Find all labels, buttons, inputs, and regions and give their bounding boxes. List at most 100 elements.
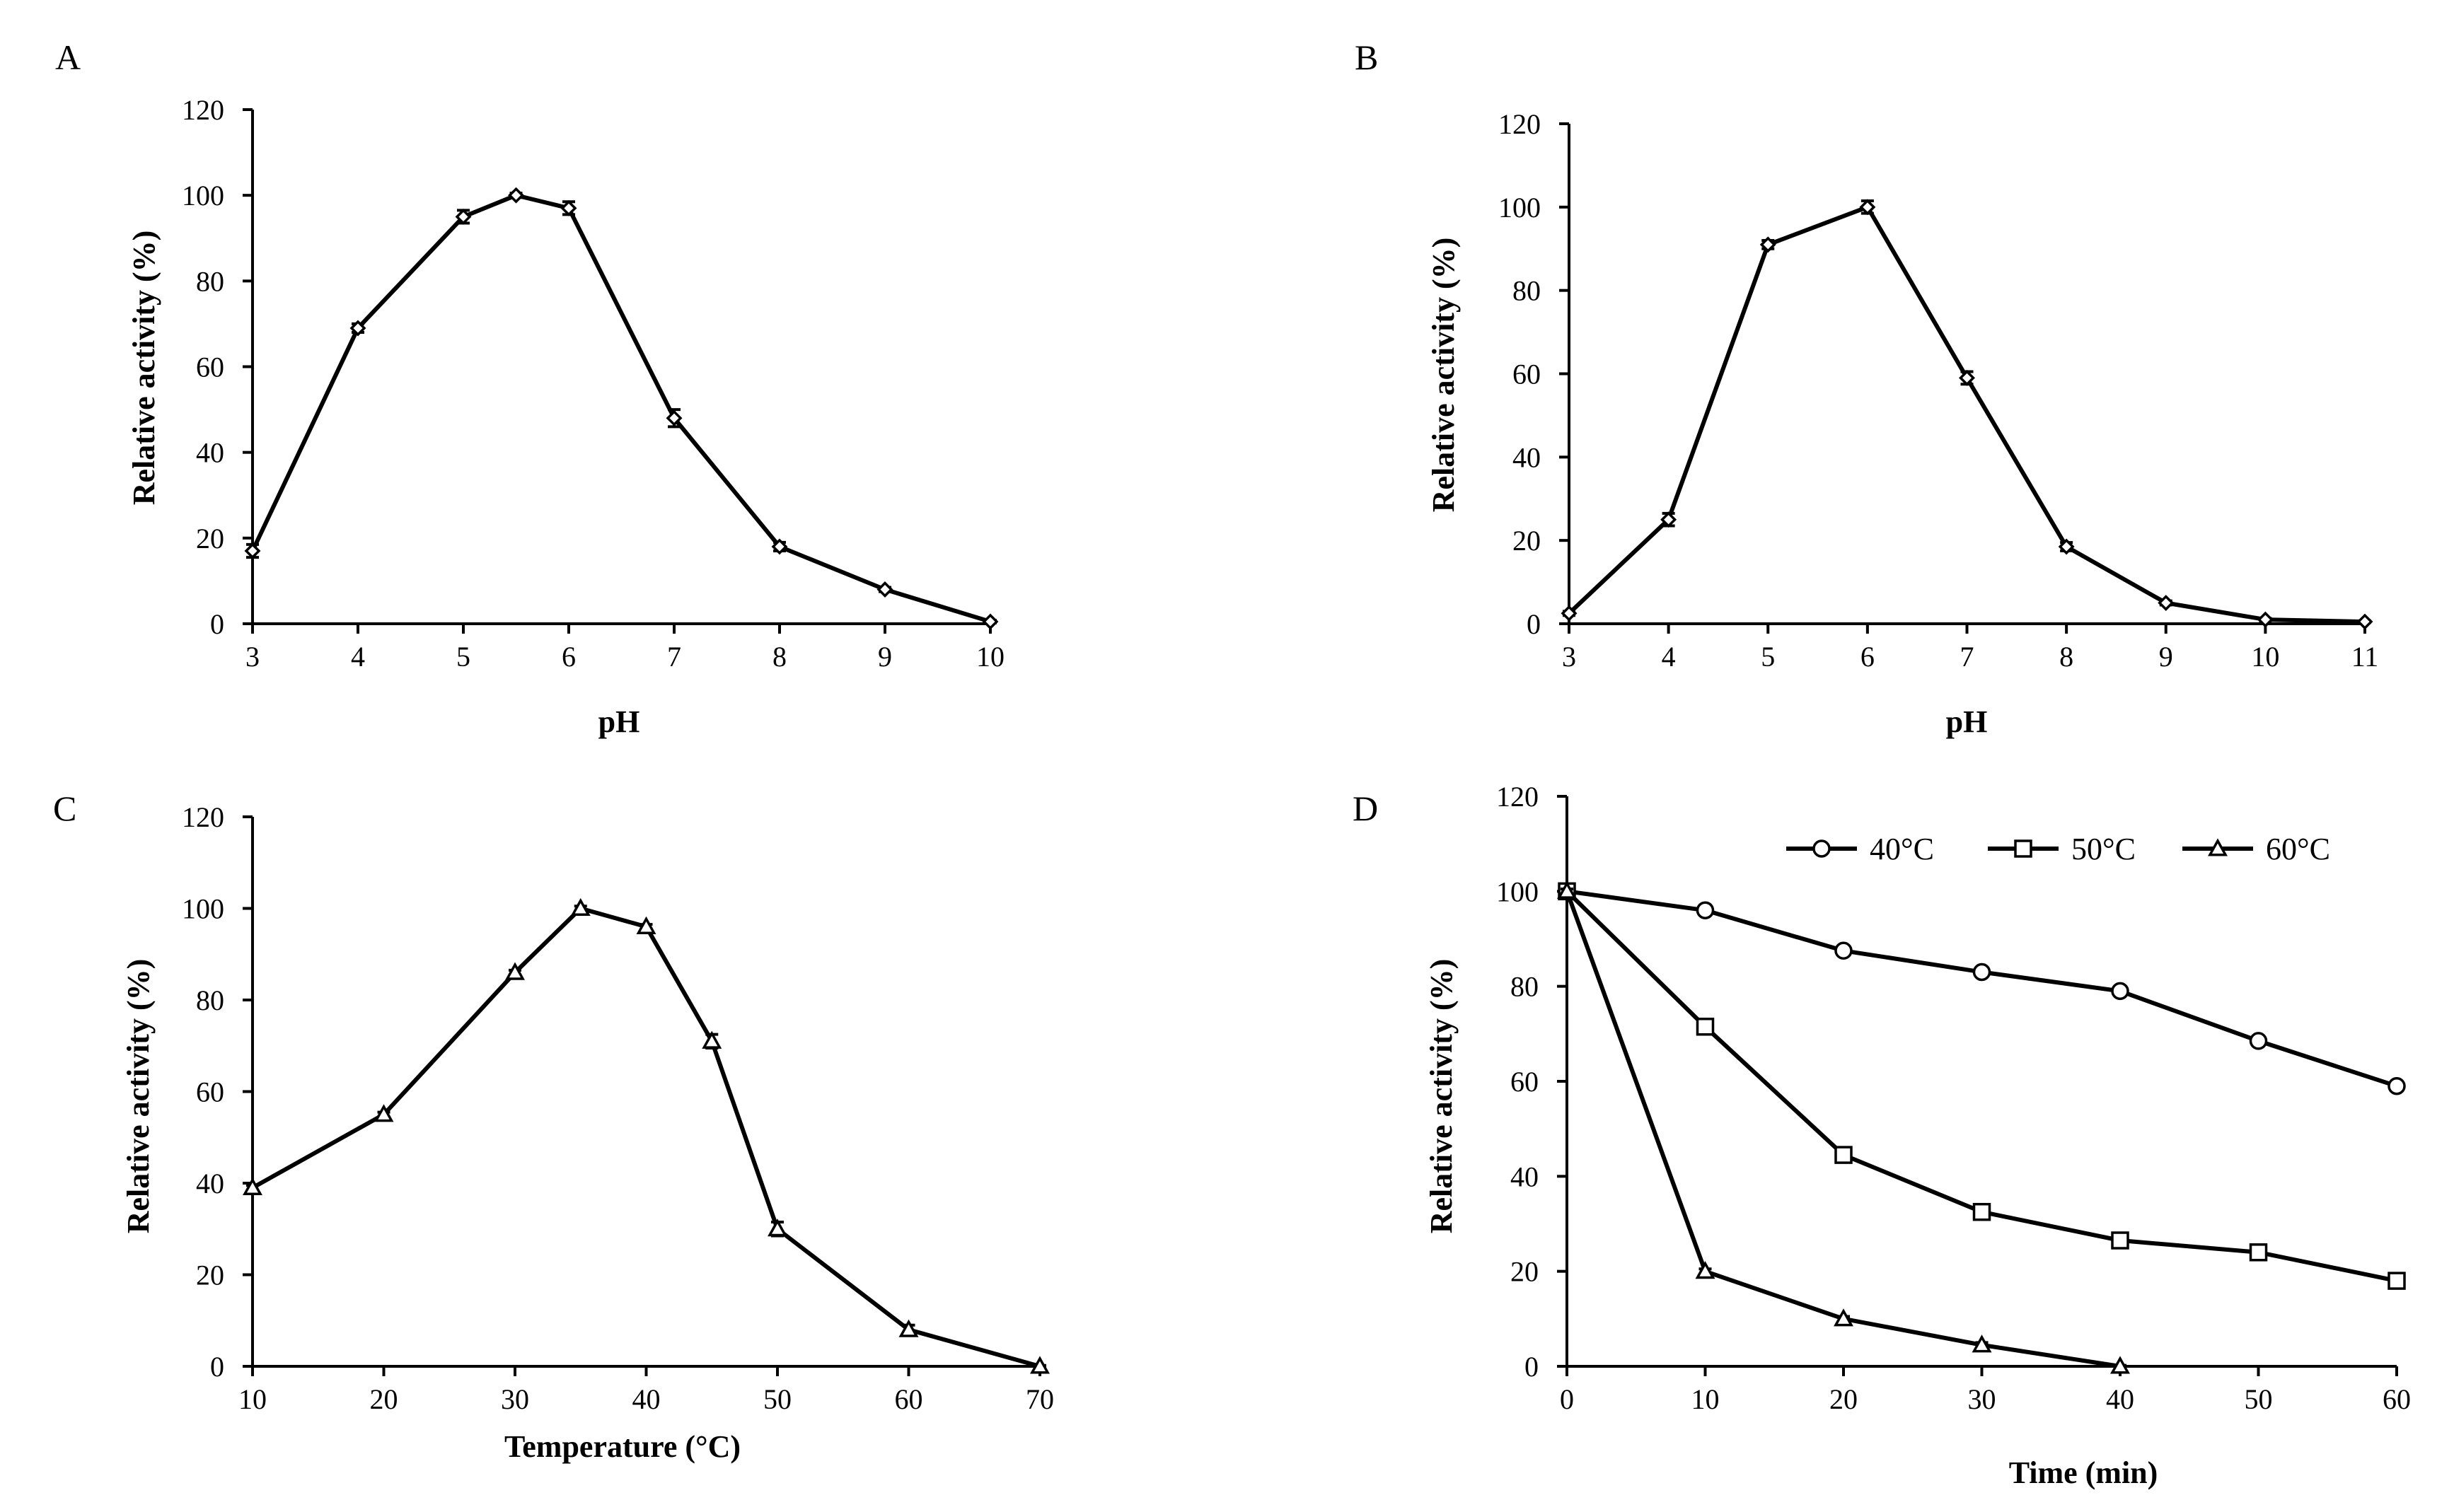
panel-b-series-1-point [1660,511,1677,528]
panel-a-series-1-point [560,199,577,216]
panel-b-x-tick-label: 4 [1662,641,1676,673]
panel-a-series-1-point [666,409,683,426]
panel-a-y-tick-label: 40 [196,437,224,469]
panel-a-series-1-point [349,320,366,337]
panel-d-y-tick-label: 60 [1510,1066,1539,1098]
panel-d-series-3-point [1834,1308,1853,1327]
panel-b-ylabel: Relative activity (%) [1426,238,1461,513]
panel-d-ylabel: Relative activity (%) [1424,959,1459,1234]
panel-a-y-tick-label: 0 [210,608,224,640]
legend-marker [1812,839,1831,858]
panel-c-ylabel: Relative activity (%) [121,959,156,1234]
panel-c-series-1-point [702,1030,722,1049]
panel-c-x-tick-label: 10 [238,1383,267,1415]
panel-d-series-2-point [2249,1243,2268,1262]
panel-c-x-tick-label: 60 [895,1383,923,1415]
panel-d-legend: 40°C 50°C 60°C [1786,832,2330,866]
panel-a-series-1-point [508,187,524,204]
panel-b-series-1-point [2158,595,2175,612]
panel-a-y-tick-label: 20 [196,523,224,554]
panel-c-y-tick-label: 120 [182,801,224,833]
panel-d-series-3-point [1557,880,1577,899]
legend-label: 40°C [1870,832,1934,866]
panel-d-y-tick-label: 100 [1496,876,1539,907]
panel-d-series-3-line [1565,890,2121,1368]
panel-c-series-1-point [243,1177,262,1196]
panel-a-x-tick-label: 7 [667,641,681,673]
panel-d-y-tick-label: 0 [1524,1351,1539,1383]
panel-a-x-tick-label: 10 [976,641,1005,673]
panel-c-y-tick-label: 20 [196,1260,224,1291]
panel-b-y-tick-label: 60 [1512,359,1541,390]
panel-a-series-1-point [982,613,999,630]
panel-b-y-tick-label: 0 [1527,608,1541,640]
panel-b-x-tick-label: 11 [2351,641,2379,673]
panel-c-x-tick-label: 70 [1026,1383,1054,1415]
panel-d-y-tick-label: 80 [1510,971,1539,1003]
panel-letter-d: D [1353,789,1378,828]
panel-b-x-tick-label: 8 [2059,641,2073,673]
panel-d-series-2-line [1565,890,2397,1284]
legend-label: 50°C [2071,832,2136,866]
panel-c-x-tick-label: 40 [632,1383,661,1415]
panel-b-series-1-point [1859,199,1876,216]
panel-d-series-2-point [2111,1231,2129,1250]
panel-d-y-tick-label: 120 [1496,781,1539,813]
panel-c-series-1-point [1030,1356,1050,1374]
panel-b-x-tick-label: 9 [2159,641,2173,673]
panel-a-x-tick-label: 4 [351,641,365,673]
panel-d-y-tick-label: 40 [1510,1161,1539,1192]
panel-d-xlabel: Time (min) [2009,1455,2158,1490]
panel-a-x-tick-label: 6 [562,641,576,673]
panel-c-xlabel: Temperature (°C) [504,1429,741,1464]
panel-c-series-1-point [570,897,591,917]
panel-letter-a: A [55,37,81,77]
panel-b-x-tick-label: 10 [2251,641,2279,673]
panel-a-ylabel: Relative activity (%) [127,231,161,506]
panel-c-y-tick-label: 60 [196,1076,224,1108]
panel-a-x-tick-label: 8 [772,641,787,673]
panel-b-series-1-line [1567,204,2366,624]
panel-b-series-1-point [2058,538,2075,555]
panel-d-series-1-point [2111,982,2129,1001]
panel-b: B 0 20 40 60 80 100 120 3 4 5 6 7 8 9 10 11 pH Relative… [1355,37,2378,739]
panel-c-series-1-point [898,1319,919,1337]
panel-c-series-1-point [374,1104,394,1122]
panel-d-series-1-point [1972,963,1991,982]
panel-b-y-tick-label: 120 [1498,108,1541,140]
panel-d-series-2-point [1972,1202,1991,1221]
panel-a-series-1-point [771,538,788,555]
panel-b-x-tick-label: 7 [1960,641,1974,673]
panel-b-x-tick-label: 6 [1860,641,1875,673]
panel-d-series-1-point [1834,941,1853,960]
panel-a-series-1-point [455,208,472,225]
panel-a-y-tick-label: 80 [196,265,224,297]
panel-c-series-1-point [505,962,525,980]
panel-a-y-tick-label: 100 [182,180,224,211]
panel-c-x-tick-label: 20 [370,1383,398,1415]
panel-c-y-tick-label: 100 [182,893,224,925]
panel-d-series-1-point [2388,1076,2406,1095]
panel-d-series-3-point [1972,1334,1992,1353]
panel-d-series-2-point [2388,1272,2406,1290]
panel-d-y-tick-label: 20 [1510,1256,1539,1288]
panel-a-plot: 0 20 40 60 80 100 120 3 4 5 6 7 8 9 10 [182,94,1005,673]
panel-d-series-1-line [1566,889,2397,1088]
panel-b-y-tick-label: 20 [1512,525,1541,557]
panel-b-plot: 0 20 40 60 80 100 120 3 4 5 6 7 8 9 10 11 [1498,108,2378,673]
panel-c-x-tick-label: 50 [763,1383,792,1415]
panel-d: D 0 20 40 60 80 100 120 0 10 20 30 40 50 60 Time (min… [1353,781,2411,1490]
panel-d-x-tick-label: 20 [1829,1383,1858,1415]
panel-b-series-1-point [1759,236,1776,253]
panel-b-series-1-point [1959,369,1975,386]
panel-a-series-1-point [876,581,893,598]
panel-b-x-tick-label: 5 [1761,641,1775,673]
panel-c-series-1-line [251,906,1041,1368]
panel-b-series-1-point [1561,605,1578,622]
panel-d-series-1-point [1696,901,1715,919]
panel-a: A 0 20 40 60 80 100 120 3 4 5 6 7 8 9 10 pH Relative a… [55,37,1005,739]
legend-marker [2208,838,2228,856]
panel-c-x-tick-label: 30 [501,1383,529,1415]
legend-marker [2014,839,2032,858]
panel-b-series-1-point [2257,611,2274,628]
